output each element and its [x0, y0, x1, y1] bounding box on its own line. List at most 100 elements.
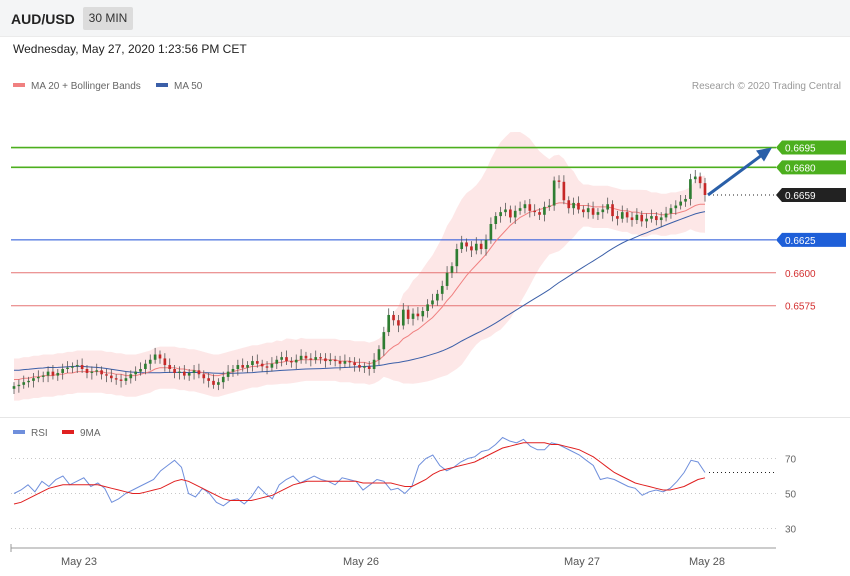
candle-body	[397, 320, 400, 326]
level-label-0.6575: 0.6575	[785, 302, 816, 313]
candle-body	[178, 371, 181, 373]
candle-body	[440, 285, 444, 294]
candle-body	[533, 210, 537, 213]
ma20-swatch	[13, 83, 25, 88]
candle-body	[703, 183, 707, 195]
candle-body	[319, 357, 322, 359]
level-label-0.6625: 0.6625	[785, 236, 816, 247]
candle-body	[207, 378, 210, 381]
legend-ma50: MA 50	[156, 81, 202, 92]
candle-body	[367, 366, 371, 369]
candle-body	[538, 212, 541, 215]
level-label-0.6600: 0.6600	[785, 269, 816, 280]
candle-body	[290, 361, 293, 363]
target-arrow-head	[756, 147, 772, 162]
chart-toolbar: AUD/USD 30 MIN	[0, 0, 850, 37]
candle-body	[470, 246, 473, 251]
candle-body	[616, 216, 619, 219]
legend-rsi: RSI	[13, 428, 48, 439]
candle-body	[231, 369, 235, 372]
candle-body	[664, 213, 668, 218]
candle-body	[630, 217, 634, 221]
candle-body	[105, 374, 108, 376]
candle-body	[338, 361, 342, 364]
candle-body	[148, 359, 152, 364]
candle-body	[27, 380, 30, 383]
candle-body	[577, 202, 580, 210]
level-tag-0.6625	[776, 232, 846, 247]
candle-body	[650, 216, 653, 219]
candle-body	[217, 382, 220, 385]
legend-ma20-label: MA 20 + Bollinger Bands	[31, 81, 141, 92]
candle-body	[431, 300, 434, 305]
candle-body	[124, 378, 128, 381]
candle-body	[591, 208, 595, 215]
candle-body	[260, 363, 264, 367]
candle-body	[693, 176, 697, 180]
candle-body	[436, 293, 439, 301]
candle-body	[689, 179, 692, 199]
rsi-ma-line	[13, 442, 706, 505]
candle-body	[95, 370, 99, 372]
candle-body	[75, 365, 79, 367]
timeframe-button[interactable]: 30 MIN	[83, 7, 133, 30]
candle-body	[669, 208, 673, 214]
legend-rsi-ma-label: 9MA	[80, 428, 101, 439]
candle-body	[494, 216, 498, 224]
candle-body	[387, 314, 391, 333]
rsi-tick-label: 70	[785, 455, 797, 466]
level-tag-0.6659	[776, 188, 846, 202]
candle-body	[109, 375, 113, 379]
candle-body	[509, 209, 512, 218]
candle-body	[655, 216, 658, 221]
candle-body	[80, 365, 84, 369]
x-tick-label: May 28	[689, 556, 725, 568]
candle-body	[450, 266, 454, 273]
level-tag-0.6680	[776, 160, 846, 175]
candle-body	[543, 206, 546, 215]
candle-body	[358, 365, 361, 368]
candle-body	[426, 304, 429, 311]
candle-body	[221, 376, 225, 383]
candle-body	[679, 201, 682, 206]
candle-body	[85, 369, 89, 373]
legend-ma50-label: MA 50	[174, 81, 203, 92]
candle-body	[275, 359, 279, 364]
candle-body	[32, 378, 35, 381]
candle-body	[37, 376, 40, 379]
rsi-line	[13, 436, 706, 507]
ma50-swatch	[156, 83, 168, 88]
candle-body	[620, 212, 624, 219]
candle-body	[333, 359, 337, 362]
bollinger-band	[14, 132, 705, 401]
candle-body	[158, 354, 162, 359]
candle-body	[265, 366, 269, 368]
candle-body	[572, 202, 575, 209]
candle-body	[129, 374, 133, 379]
legend-rsi-ma: 9MA	[62, 428, 101, 439]
candle-body	[586, 208, 590, 213]
candle-body	[460, 242, 464, 250]
candle-body	[173, 369, 176, 373]
level-label-0.6680: 0.6680	[785, 163, 816, 174]
x-tick-label: May 27	[564, 556, 600, 568]
candle-body	[12, 386, 16, 389]
candle-body	[328, 359, 332, 362]
rsi-tick-label: 30	[785, 525, 797, 536]
level-tag-0.6695	[776, 140, 846, 155]
candle-body	[299, 355, 303, 360]
candle-body	[421, 311, 425, 317]
candle-body	[601, 209, 605, 213]
candle-body	[309, 358, 313, 360]
candle-body	[163, 358, 167, 366]
candle-body	[499, 212, 502, 217]
symbol-label[interactable]: AUD/USD	[11, 11, 75, 27]
candle-body	[90, 371, 94, 373]
candle-body	[382, 332, 386, 350]
candle-body	[119, 379, 123, 381]
candle-body	[640, 214, 644, 222]
candle-body	[567, 200, 571, 209]
legend-ma20: MA 20 + Bollinger Bands	[13, 81, 141, 92]
candle-body	[61, 369, 64, 373]
